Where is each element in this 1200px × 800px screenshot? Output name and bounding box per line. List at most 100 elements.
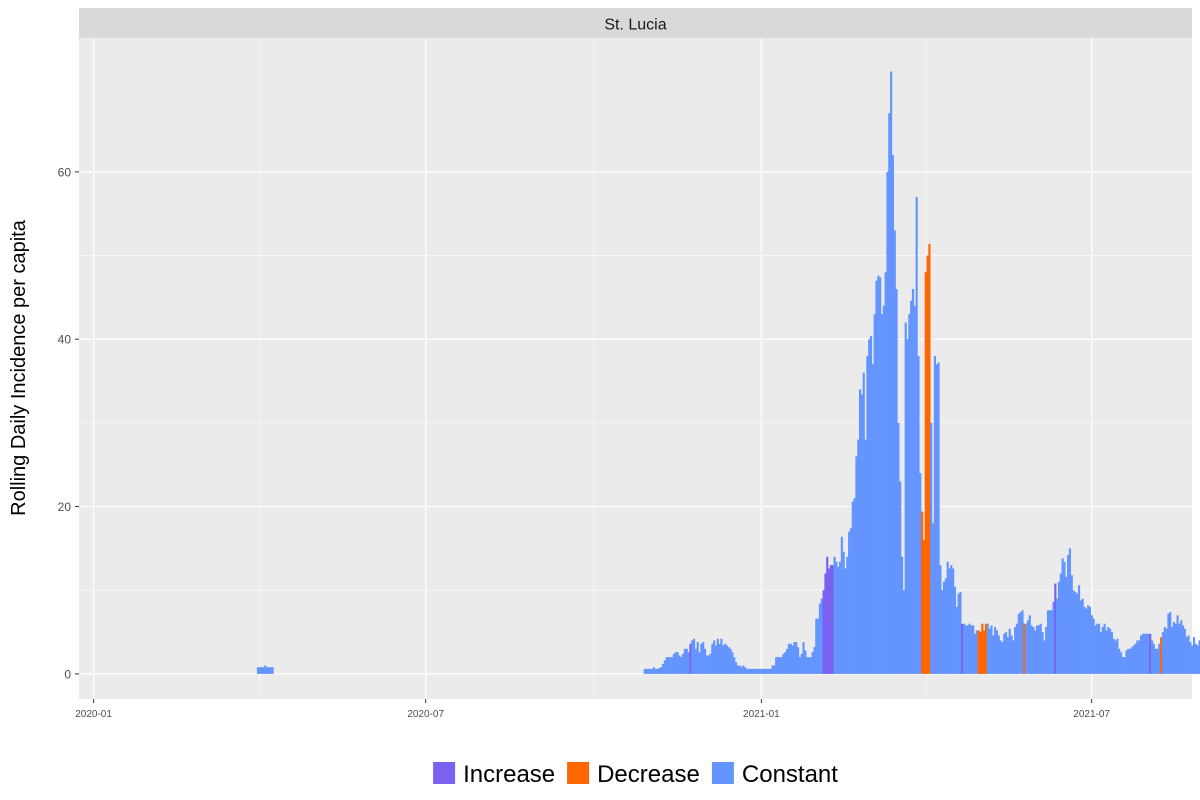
bar — [942, 581, 946, 674]
bar — [758, 668, 761, 674]
bar — [267, 667, 271, 674]
bar — [842, 551, 845, 674]
bar — [1025, 623, 1028, 674]
bar — [1001, 642, 1004, 674]
bar — [1070, 575, 1073, 674]
bar — [937, 362, 940, 674]
bar — [652, 667, 655, 674]
bar — [1160, 637, 1163, 674]
bar — [751, 668, 754, 674]
bar — [689, 643, 692, 674]
bar — [1068, 548, 1072, 674]
x-tick-label: 2021-01 — [743, 709, 780, 720]
bar — [800, 653, 803, 674]
y-tick-label: 20 — [58, 500, 72, 514]
x-tick-label: 2021-07 — [1073, 709, 1110, 720]
legend-key-constant — [711, 762, 734, 784]
y-axis: 0 20 40 60 — [58, 165, 79, 681]
bar — [1023, 623, 1026, 674]
bar — [1019, 611, 1022, 674]
facet-strip-label: St. Lucia — [604, 17, 666, 34]
bar — [780, 657, 783, 674]
bar — [984, 623, 988, 674]
bar — [271, 667, 274, 674]
bar — [817, 618, 820, 674]
bar — [1098, 623, 1101, 674]
bar — [1050, 610, 1053, 674]
bar — [753, 668, 756, 674]
bar — [1056, 598, 1059, 674]
legend-label: Constant — [742, 761, 838, 788]
bar — [740, 667, 743, 674]
bar — [749, 668, 752, 674]
bar — [1036, 625, 1039, 674]
bar — [798, 657, 801, 674]
bar — [762, 668, 765, 674]
bar — [756, 668, 760, 674]
bar — [1037, 625, 1040, 674]
bar — [654, 668, 657, 674]
bar — [691, 640, 694, 674]
bar — [979, 632, 982, 674]
bar — [992, 635, 995, 674]
bar — [703, 648, 707, 674]
bar — [775, 657, 778, 674]
bar — [838, 561, 842, 674]
bar — [1198, 640, 1200, 674]
bar — [857, 439, 860, 674]
bar — [1119, 652, 1123, 674]
bar — [1123, 657, 1126, 674]
bar — [731, 652, 734, 674]
bar — [729, 648, 732, 674]
bar — [1118, 648, 1121, 674]
bar — [1057, 581, 1061, 674]
bar — [1039, 623, 1042, 674]
bar — [1041, 632, 1044, 674]
bar — [707, 655, 710, 674]
bar — [1081, 598, 1084, 674]
bar — [1110, 632, 1113, 674]
bar — [939, 565, 942, 674]
bar — [264, 665, 267, 674]
bar — [886, 171, 889, 674]
bar — [651, 668, 654, 674]
bar — [676, 652, 679, 674]
bar — [968, 623, 971, 674]
bar — [669, 657, 672, 674]
bar — [973, 633, 977, 674]
bar — [1065, 576, 1068, 674]
bar — [946, 561, 949, 674]
bar — [716, 638, 719, 674]
bar — [1054, 583, 1057, 674]
bar — [806, 657, 809, 674]
bar — [1076, 593, 1079, 674]
bar — [778, 657, 781, 674]
bar — [922, 540, 926, 674]
bar — [269, 667, 272, 674]
bar — [986, 623, 989, 674]
bar — [906, 339, 909, 674]
bar — [840, 536, 843, 674]
bar — [955, 606, 958, 674]
bar — [1003, 633, 1006, 674]
legend-label: Decrease — [597, 761, 700, 788]
bar — [809, 657, 812, 674]
bar — [1191, 645, 1194, 674]
legend-item-decrease: Decrease — [567, 761, 700, 788]
bar — [764, 668, 767, 674]
bar — [1194, 643, 1197, 674]
bar — [869, 335, 873, 674]
x-tick-label: 2020-07 — [407, 709, 444, 720]
y-tick-label: 40 — [58, 333, 72, 347]
facet-strip — [79, 8, 1192, 38]
bar — [262, 667, 265, 674]
bar — [837, 566, 840, 674]
bar — [1099, 632, 1103, 674]
bar — [999, 640, 1002, 674]
bar — [855, 456, 858, 674]
bar — [1116, 638, 1119, 674]
bar — [1114, 640, 1117, 674]
bar — [1127, 648, 1130, 674]
bar — [1158, 643, 1161, 674]
